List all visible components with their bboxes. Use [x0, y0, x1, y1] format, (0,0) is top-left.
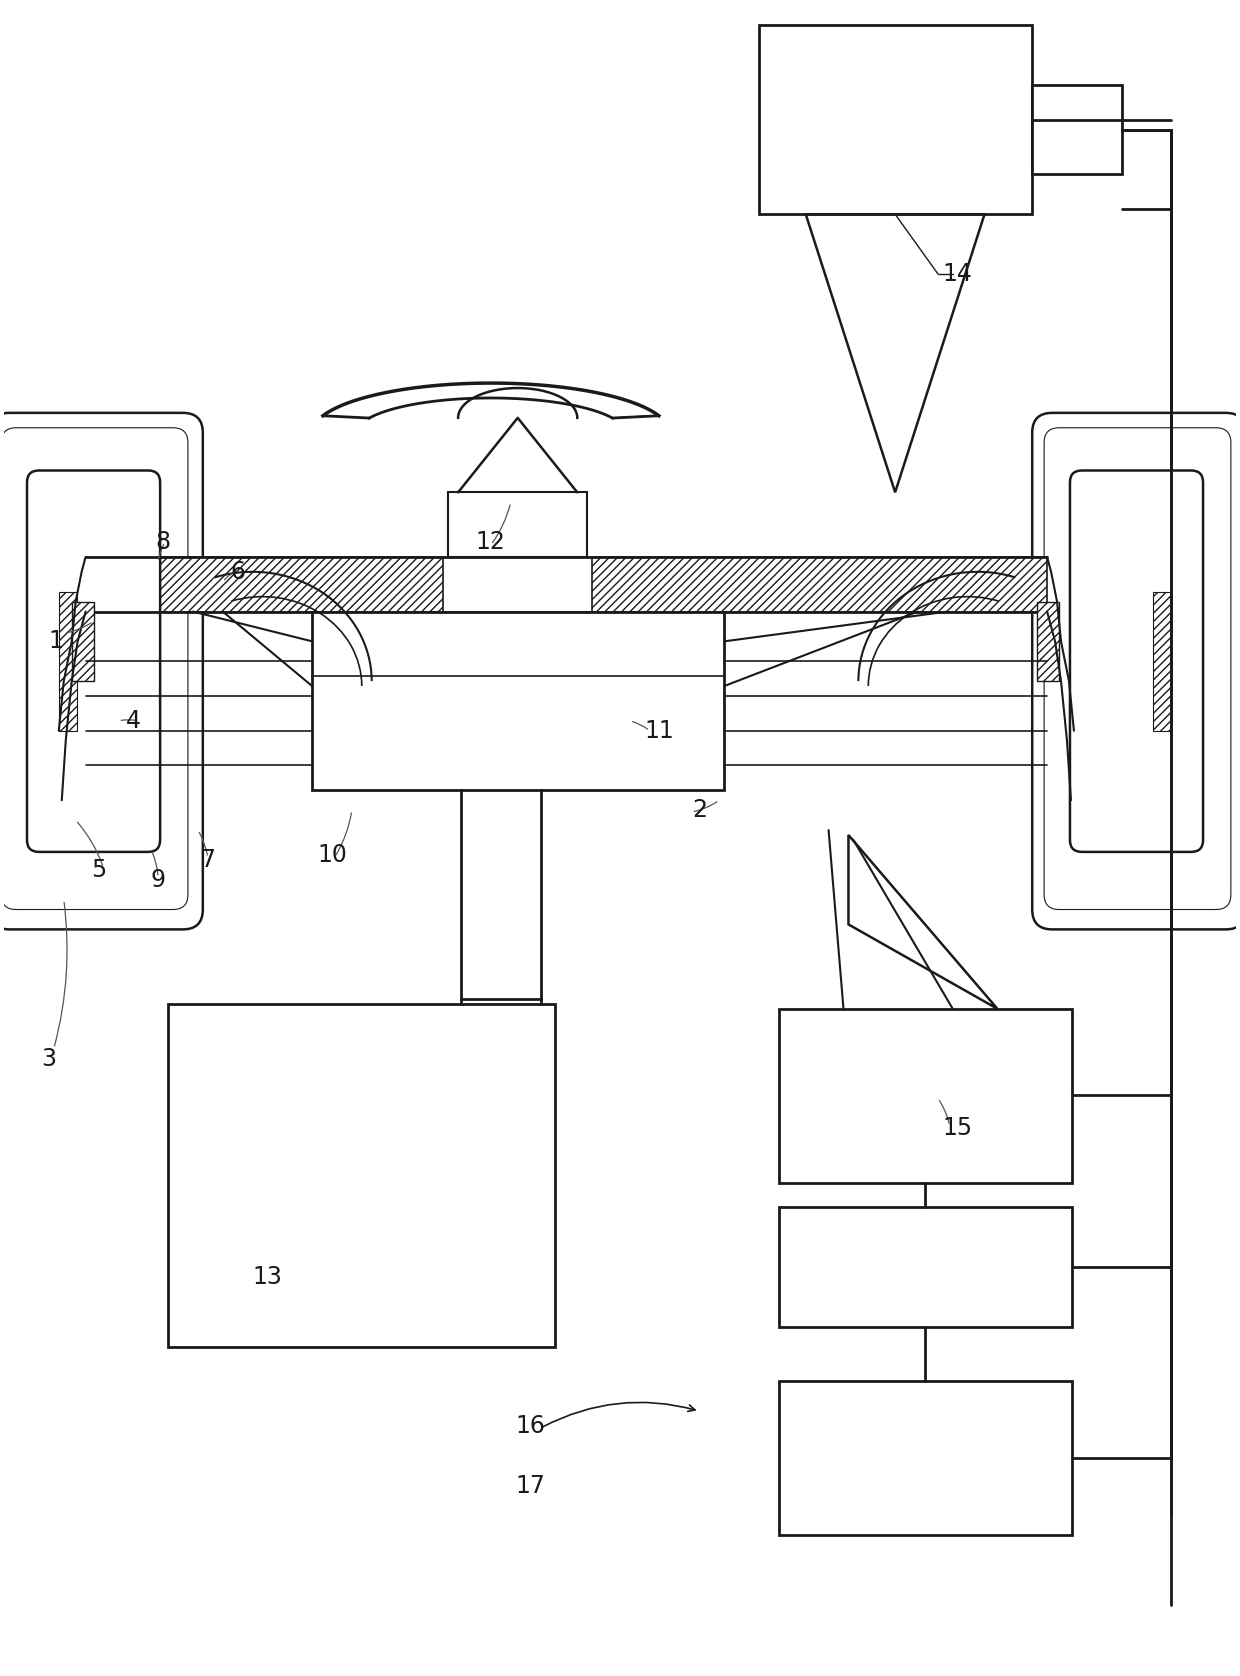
Bar — [58, 592, 77, 731]
Bar — [779, 1009, 1071, 1183]
Text: 13: 13 — [253, 1265, 283, 1289]
Text: 16: 16 — [516, 1415, 546, 1438]
FancyBboxPatch shape — [1070, 471, 1203, 851]
Text: 15: 15 — [942, 1116, 972, 1140]
Bar — [312, 612, 724, 791]
Bar — [86, 556, 443, 612]
Bar — [1153, 592, 1172, 731]
Bar — [759, 25, 1032, 215]
Text: 9: 9 — [150, 868, 166, 892]
FancyBboxPatch shape — [0, 412, 203, 930]
Bar — [169, 1004, 556, 1346]
Bar — [448, 493, 588, 556]
Text: 14: 14 — [942, 261, 972, 287]
Text: 6: 6 — [231, 560, 246, 583]
Bar — [72, 602, 93, 680]
Text: 7: 7 — [201, 848, 216, 872]
Bar — [779, 1207, 1071, 1327]
Bar — [1032, 85, 1122, 174]
Text: 5: 5 — [91, 858, 107, 882]
Bar — [1037, 602, 1059, 680]
Text: 8: 8 — [155, 530, 171, 555]
Bar — [593, 556, 1047, 612]
Text: 12: 12 — [476, 530, 506, 555]
Text: 3: 3 — [41, 1046, 56, 1071]
Text: 11: 11 — [645, 719, 675, 742]
Text: 17: 17 — [516, 1473, 546, 1498]
FancyBboxPatch shape — [27, 471, 160, 851]
FancyBboxPatch shape — [1032, 412, 1240, 930]
Bar — [779, 1381, 1071, 1535]
Text: 4: 4 — [125, 709, 141, 732]
Text: 2: 2 — [692, 798, 707, 823]
Polygon shape — [613, 416, 658, 417]
Text: 10: 10 — [317, 843, 347, 866]
Text: 1: 1 — [48, 628, 63, 654]
